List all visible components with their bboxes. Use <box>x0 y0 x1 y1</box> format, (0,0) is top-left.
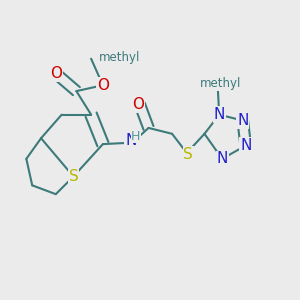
Text: N: N <box>214 107 225 122</box>
Text: N: N <box>240 138 251 153</box>
Text: O: O <box>97 78 109 93</box>
Text: S: S <box>183 147 193 162</box>
Text: N: N <box>125 133 136 148</box>
Text: O: O <box>132 97 144 112</box>
Text: O: O <box>50 66 62 81</box>
Text: N: N <box>237 113 248 128</box>
Text: N: N <box>217 151 228 166</box>
Text: H: H <box>131 130 141 143</box>
Text: methyl: methyl <box>98 51 140 64</box>
Text: methyl: methyl <box>200 77 242 90</box>
Text: S: S <box>69 169 78 184</box>
